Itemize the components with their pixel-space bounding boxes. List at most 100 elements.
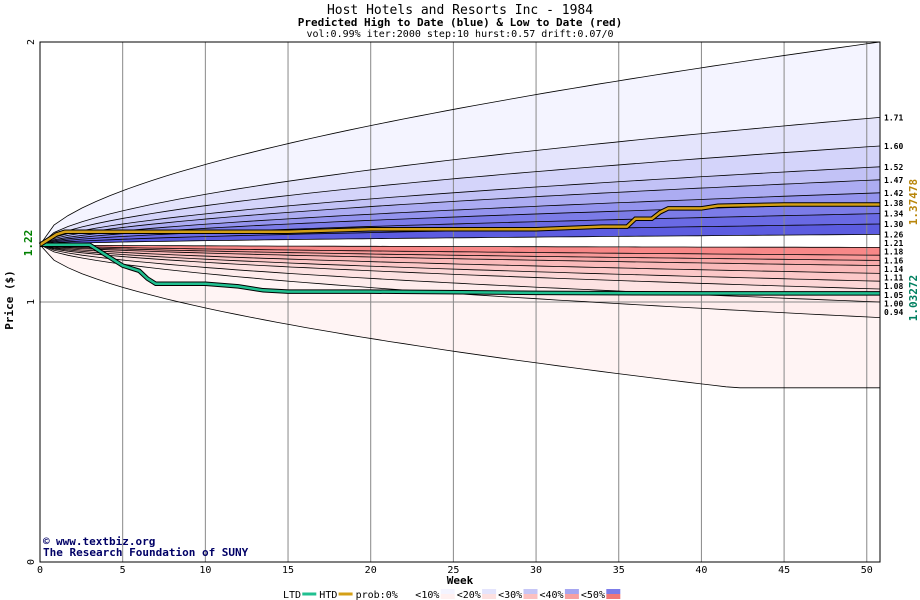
legend-label-4: <20% [457, 590, 481, 600]
x-tick-1: 5 [120, 565, 126, 576]
series-lines [38, 202, 880, 296]
high-band-0 [40, 42, 880, 245]
legend-swatch-bottom-3 [440, 594, 455, 599]
start-value-label: 1.22 [22, 230, 35, 257]
band-end-label-16: 1.00 [884, 299, 903, 308]
credit-organization: The Research Foundation of SUNY [43, 546, 249, 559]
x-tick-2: 10 [199, 565, 211, 576]
y-tick-0: 0 [26, 559, 37, 565]
band-end-label-9: 1.21 [884, 239, 903, 248]
band-end-label-0: 1.71 [884, 113, 903, 122]
high-band-1 [40, 117, 880, 245]
legend-label-0: LTD [283, 590, 301, 600]
band-end-label-4: 1.42 [884, 189, 903, 198]
high-boundary-2 [39, 145, 881, 246]
copyright-credit: © www.textbiz.org The Research Foundatio… [43, 535, 249, 559]
chart-title: Host Hotels and Resorts Inc - 1984 [327, 3, 593, 18]
y-tick-labels: 0 1 2 [26, 39, 37, 565]
high-band-6 [40, 203, 880, 245]
median-gap-band [40, 234, 880, 248]
low-boundary-3 [39, 244, 881, 266]
band-end-label-15: 1.05 [884, 291, 903, 300]
low-band-6 [40, 244, 880, 302]
x-axis-label: Week [447, 574, 474, 587]
band-end-label-7: 1.30 [884, 220, 903, 229]
low-band-8 [40, 244, 880, 388]
x-tick-9: 45 [778, 565, 790, 576]
low-boundary-0 [39, 244, 880, 248]
chart-parameters: vol:0.99% iter:2000 step:10 hurst:0.57 d… [306, 29, 613, 40]
htd-series-line [39, 203, 880, 246]
band-end-label-1: 1.60 [884, 142, 903, 151]
legend-label-7: <50% [581, 590, 605, 600]
legend-swatch-bottom-4 [482, 594, 497, 599]
band-end-label-2: 1.52 [884, 163, 903, 172]
legend: LTD HTD prob:0% <10% <20% <30% <40% <50% [283, 589, 621, 600]
low-boundary-9 [39, 244, 880, 389]
grid-lines [40, 42, 880, 562]
high-boundary-5 [39, 192, 881, 246]
low-boundary-7 [39, 244, 881, 303]
plot-frame [39, 41, 881, 563]
low-boundary-5 [39, 244, 881, 282]
y-tick-1: 1 [26, 299, 37, 305]
x-tick-7: 35 [613, 565, 625, 576]
legend-swatch-top-5 [523, 589, 538, 594]
low-band-2 [40, 244, 880, 266]
low-band-5 [40, 244, 880, 289]
legend-swatch-bottom-2 [399, 594, 414, 599]
chart-subtitle: Predicted High to Date (blue) & Low to D… [298, 16, 623, 29]
low-boundary-2 [39, 244, 881, 261]
band-end-label-5: 1.38 [884, 199, 903, 208]
credit-url: www.textbiz.org [56, 535, 155, 548]
legend-swatch-top-3 [440, 589, 455, 594]
right-band-labels: 1.71 1.60 1.52 1.47 1.421.38 1.341.301.261.21… [884, 113, 903, 317]
legend-label-5: <30% [498, 590, 522, 600]
copyright-icon: © [43, 535, 50, 548]
probability-bands [40, 42, 880, 388]
legend-swatch-top-7 [606, 589, 621, 594]
low-band-7 [40, 244, 880, 318]
high-band-2 [40, 146, 880, 245]
x-tick-labels: 0 5 10 15 20 25 30 35 40 45 50 [37, 565, 873, 576]
legend-swatch-top-2 [399, 589, 414, 594]
low-boundary-4 [39, 244, 881, 274]
legend-swatch-bottom-6 [564, 594, 579, 599]
x-tick-0: 0 [37, 565, 43, 576]
legend-label-3: <10% [415, 590, 439, 600]
legend-label-1: HTD [319, 590, 337, 600]
band-end-label-6: 1.34 [884, 210, 903, 219]
high-band-8 [40, 224, 880, 245]
high-band-4 [40, 179, 880, 245]
legend-swatch-top-6 [564, 589, 579, 594]
high-band-3 [40, 166, 880, 245]
x-tick-8: 40 [695, 565, 707, 576]
legend-swatch-bottom-7 [606, 594, 621, 599]
x-tick-10: 50 [861, 565, 873, 576]
legend-label-6: <40% [540, 590, 564, 600]
band-end-label-8: 1.26 [884, 230, 903, 239]
band-end-label-14: 1.08 [884, 282, 903, 291]
high-boundary-1 [39, 117, 881, 246]
ltd-end-value-label: 1.03272 [907, 275, 920, 321]
x-tick-6: 30 [530, 565, 542, 576]
legend-label-2: prob:0% [356, 590, 398, 600]
ltd-series-line [40, 243, 880, 295]
low-boundary-6 [39, 244, 881, 290]
band-end-label-3: 1.47 [884, 176, 903, 185]
high-band-5 [40, 192, 880, 245]
low-band-4 [40, 244, 880, 282]
band-end-label-13: 1.11 [884, 274, 903, 283]
y-tick-2: 2 [26, 39, 37, 45]
high-boundary-9 [39, 234, 881, 246]
band-end-label-17: 0.94 [884, 308, 903, 317]
legend-swatch-bottom-5 [523, 594, 538, 599]
low-boundary-1 [39, 244, 881, 256]
x-tick-4: 20 [365, 565, 377, 576]
low-band-1 [40, 244, 880, 261]
high-boundary-0 [39, 41, 881, 246]
y-axis-label: Price ($) [3, 270, 16, 330]
band-end-label-11: 1.16 [884, 256, 903, 265]
band-end-label-10: 1.18 [884, 248, 903, 257]
